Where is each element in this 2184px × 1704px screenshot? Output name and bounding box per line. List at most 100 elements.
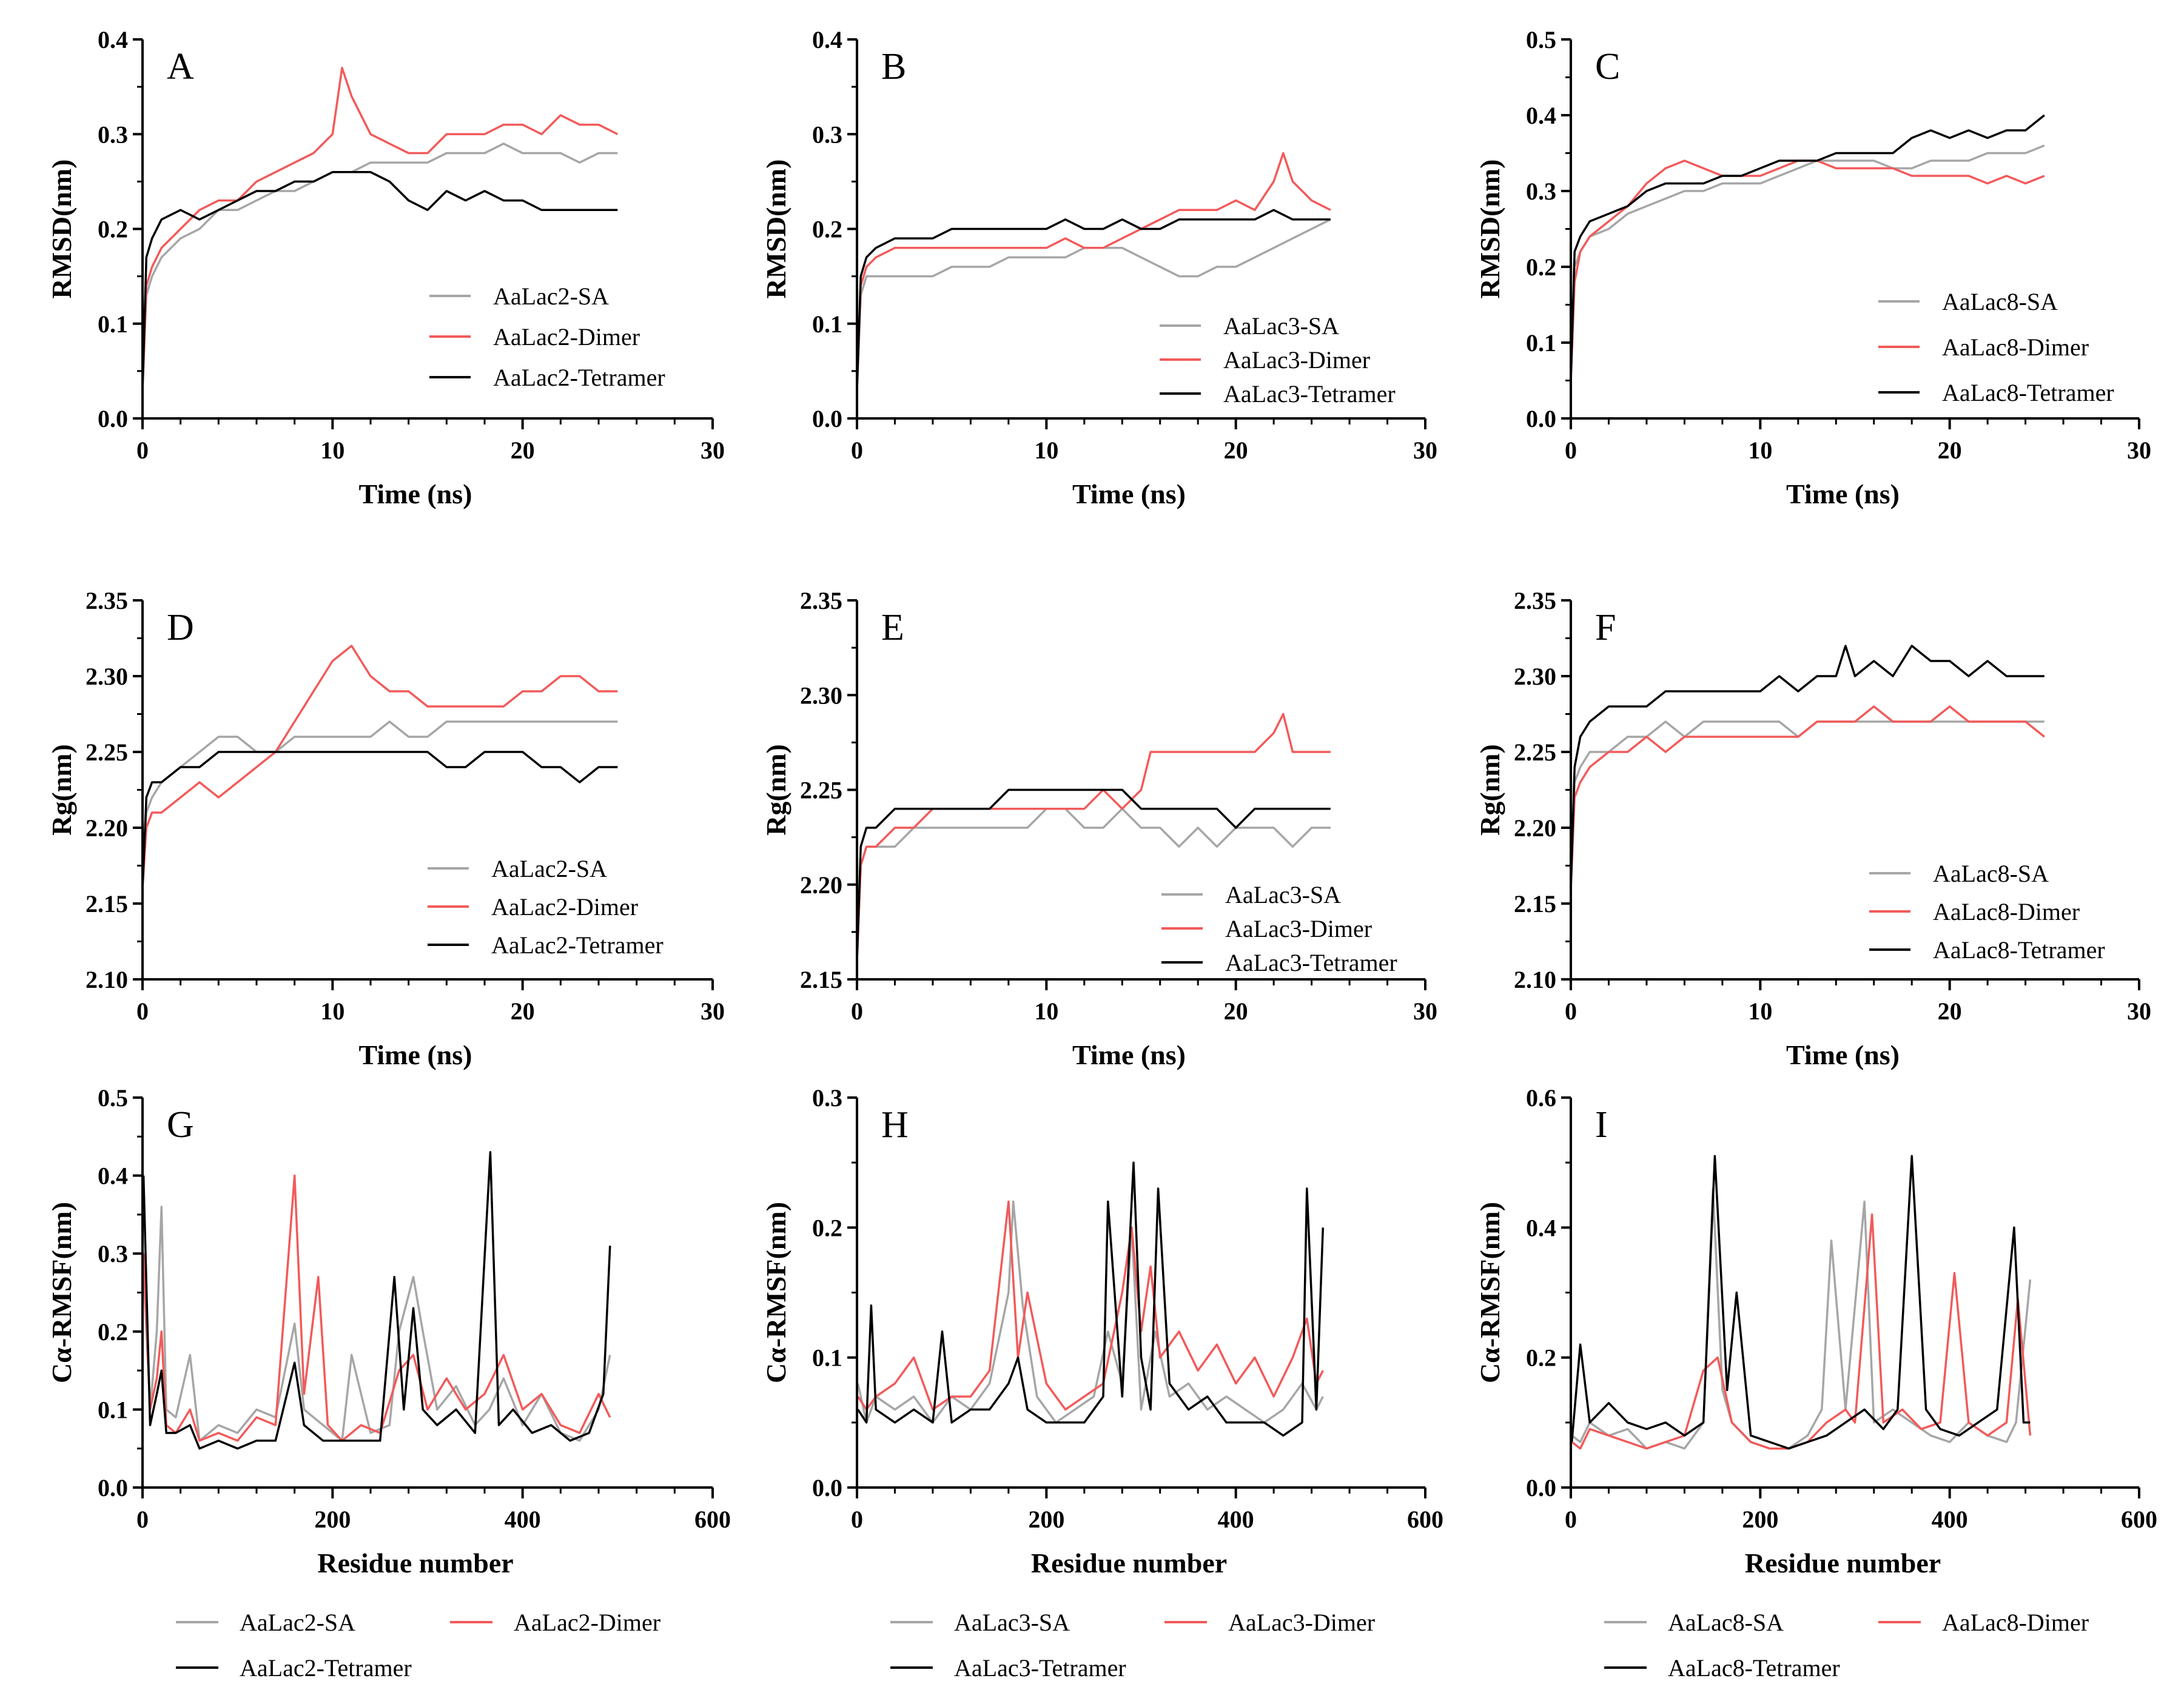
x-tick-label: 20 [1224,998,1248,1025]
x-tick-label: 10 [1748,437,1772,464]
y-tick-label: 0.2 [1526,253,1556,281]
legend-label: AaLac2-SA [493,283,609,310]
legend-label: AaLac3-Dimer [1228,1609,1375,1636]
y-axis-title: Cα-RMSF(nm) [46,1202,77,1383]
panel-e: 2.15 2.20 2.25 2.30 2.35 0 10 20 30 Time (ns) Rg(n… [761,587,1437,1070]
x-tick-label: 20 [511,998,535,1025]
x-axis-title: Residue number [1031,1548,1227,1578]
series-line-tetramer [141,751,618,889]
legend-label: AaLac8-Dimer [1942,1609,2089,1636]
x-tick-label: 600 [694,1506,731,1533]
y-tick-label: 2.30 [1514,663,1556,690]
x-axis-title: Time (ns) [1786,1039,1900,1070]
y-tick-label: 2.25 [800,777,842,804]
series-line-sa [1570,144,2045,381]
x-tick-label: 10 [1748,998,1772,1025]
legend-label: AaLac2-Dimer [493,323,640,351]
panel-f: 2.10 2.15 2.20 2.25 2.30 2.35 0 10 20 30 Time (ns)… [1474,587,2151,1070]
legend-label: AaLac2-SA [491,855,607,882]
x-tick-label: 400 [1218,1506,1254,1533]
panel-label: H [881,1104,909,1146]
series-line-dimer [856,713,1331,961]
series-line-dimer [856,152,1331,391]
legend-label: AaLac2-Dimer [491,893,638,921]
panel-a: 0.0 0.1 0.2 0.3 0.4 0 10 20 30 Time (ns) RMSD(nm) A… [46,26,725,509]
x-axis-title: Residue number [1745,1548,1941,1578]
series-line-sa [141,143,618,391]
y-tick-label: 0.5 [1526,26,1556,53]
y-tick-label: 2.20 [86,814,128,842]
legend-label: AaLac8-Dimer [1933,898,2080,925]
legend-label: AaLac2-Tetramer [493,364,665,391]
x-axis-title: Time (ns) [359,1039,472,1070]
panel-h: 0.0 0.1 0.2 0.3 0 200 400 600 Residue number Cα-R… [761,1084,1443,1682]
y-axis-title: Cα-RMSF(nm) [761,1202,791,1383]
x-tick-label: 0 [1565,998,1577,1025]
panel-label: A [167,46,194,87]
y-tick-label: 0.1 [1526,329,1556,357]
y-axis-title: Cα-RMSF(nm) [1474,1202,1505,1383]
y-axis-title: Rg(nm) [761,744,791,836]
x-tick-label: 30 [1413,437,1437,464]
y-tick-label: 0.0 [98,1474,128,1501]
panel-label: B [881,46,906,87]
y-tick-label: 0.3 [812,1084,842,1112]
y-tick-label: 0.4 [98,26,128,53]
legend-label: AaLac8-Tetramer [1942,379,2114,406]
x-tick-label: 0 [851,998,863,1025]
y-tick-label: 0.0 [812,405,842,432]
legend: AaLac8-SA AaLac8-Dimer AaLac8-Tetramer [1604,1609,2089,1682]
legend-label: AaLac3-Tetramer [1225,949,1397,976]
legend-label: AaLac3-SA [1225,881,1341,908]
y-tick-label: 2.10 [86,966,128,993]
x-tick-label: 0 [851,437,863,464]
y-axis-title: RMSD(nm) [761,159,791,299]
y-tick-label: 0.2 [98,1318,128,1346]
x-axis-title: Time (ns) [1072,1039,1186,1070]
panel-label: E [881,607,904,648]
y-tick-label: 2.15 [800,966,842,993]
series-line-tetramer [141,171,618,391]
series-line-sa [856,218,1331,391]
series-line-dimer [141,645,618,889]
series-line-sa [142,1206,611,1442]
legend-label: AaLac3-Tetramer [1223,380,1396,408]
legend: AaLac3-SA AaLac3-Dimer AaLac3-Tetramer [890,1609,1375,1682]
x-tick-label: 400 [505,1506,541,1533]
series-line-tetramer [142,1151,611,1450]
x-tick-label: 30 [1413,998,1437,1025]
series-line-tetramer [856,209,1331,391]
y-tick-label: 0.2 [1526,1344,1556,1372]
y-tick-label: 0.4 [1526,1214,1556,1241]
panel-d: 2.10 2.15 2.20 2.25 2.30 2.35 0 10 20 30 Time (ns)… [46,587,725,1070]
y-tick-label: 2.20 [1514,814,1556,842]
x-tick-label: 10 [1034,998,1058,1025]
panel-b: 0.0 0.1 0.2 0.3 0.4 0 10 20 30 Time (ns) RMSD(nm) B… [761,26,1437,509]
series-line-tetramer [856,788,1331,961]
legend-label: AaLac2-SA [240,1609,355,1636]
y-tick-label: 0.2 [812,216,842,243]
legend: AaLac8-SA AaLac8-Dimer AaLac8-Tetramer [1869,860,2105,964]
x-tick-label: 0 [136,437,149,464]
panel-label: C [1595,46,1620,87]
panel-label: F [1595,607,1616,648]
legend-label: AaLac2-Tetramer [491,931,664,959]
legend-label: AaLac3-Dimer [1225,915,1372,942]
y-tick-label: 0.1 [812,310,842,338]
y-tick-label: 0.5 [98,1084,128,1112]
y-tick-label: 0.0 [812,1474,842,1501]
x-axis-title: Residue number [317,1548,513,1578]
x-axis-title: Time (ns) [1072,478,1186,509]
x-tick-label: 400 [1932,1506,1968,1533]
series-line-sa [856,807,1331,961]
y-tick-label: 0.4 [98,1162,128,1190]
y-axis-title: Rg(nm) [1474,744,1505,836]
series-line-sa [1570,720,2045,889]
y-tick-label: 2.30 [86,663,128,690]
x-tick-label: 0 [136,1506,149,1533]
x-tick-label: 0 [1565,437,1577,464]
y-tick-label: 0.2 [812,1214,842,1241]
x-axis-title: Time (ns) [359,478,472,509]
legend-label: AaLac8-Tetramer [1668,1654,1840,1682]
legend: AaLac2-SA AaLac2-Dimer AaLac2-Tetramer [429,283,665,391]
